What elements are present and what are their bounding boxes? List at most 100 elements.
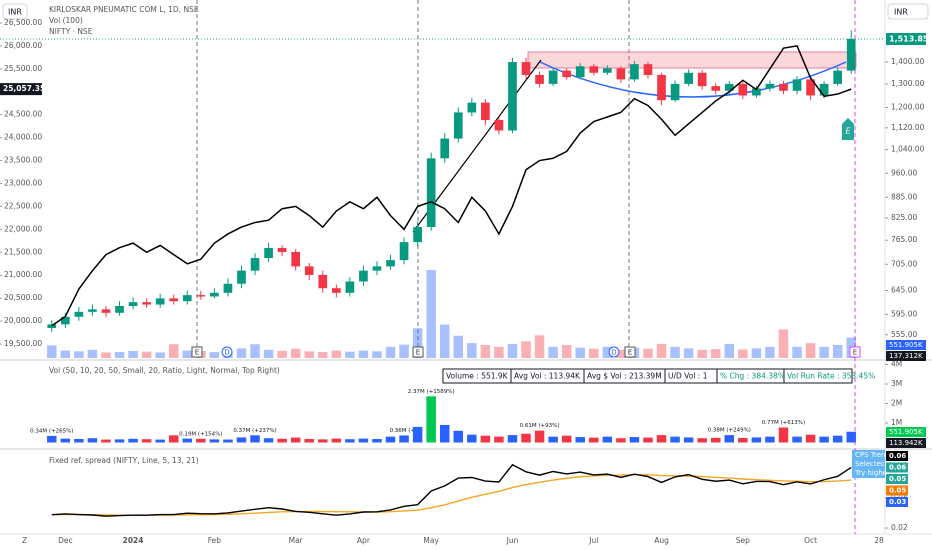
overlay-volume-bar — [114, 352, 125, 358]
y-tick-label: 25,500.00 — [4, 64, 42, 73]
spread-line — [51, 463, 852, 517]
event-lines — [196, 0, 630, 358]
overlay-volume-bar — [765, 346, 775, 358]
overlay-volume-bar — [819, 346, 829, 358]
currency-right[interactable]: INR — [894, 8, 908, 17]
volume-bar — [60, 438, 71, 443]
volume-bar — [629, 437, 640, 443]
y2-tick-label: 1,400.00 — [891, 57, 925, 66]
overlay-volume-bar — [751, 348, 762, 358]
volume-bar — [480, 435, 491, 443]
overlay-volume-bar — [778, 329, 789, 358]
volume-bar — [697, 438, 707, 443]
currency-left[interactable]: INR — [8, 8, 22, 17]
volume-bar — [345, 439, 355, 443]
volume-bar — [792, 436, 802, 443]
corner-icon[interactable]: Z — [22, 536, 27, 545]
volume-value-label: 0.38M (+249%) — [708, 428, 751, 434]
tooltip-line: Try highe — [854, 469, 887, 477]
overlay-volume-bar — [141, 351, 152, 358]
candle-body — [399, 242, 409, 261]
event-marker-label: E — [853, 349, 857, 357]
overlay-volume-bar — [453, 335, 464, 358]
y-tick-label: 0.02 — [891, 523, 908, 532]
overlay-volume-box — [886, 351, 926, 361]
volume-bar — [819, 436, 829, 443]
overlay-volume-bar — [331, 350, 342, 358]
overlay-volume-bar — [155, 352, 165, 358]
overlay-volume-bar — [643, 348, 653, 358]
last-value-box — [886, 497, 908, 507]
candle-body — [386, 260, 395, 267]
currency-button[interactable] — [2, 3, 28, 20]
candle-body — [453, 112, 463, 139]
x-tick-label: Apr — [357, 536, 371, 545]
currency-button[interactable] — [887, 3, 929, 20]
candle-body — [169, 298, 179, 302]
volume-bar — [114, 439, 125, 443]
volume-bar — [561, 435, 572, 443]
volume-value-label: 0.36M (+3 — [390, 428, 419, 434]
event-marker — [849, 346, 861, 358]
candle-body — [765, 83, 775, 89]
compare-label: 25,057.35 — [3, 84, 45, 93]
candle-body — [752, 88, 761, 96]
candle-body — [372, 266, 382, 271]
candle-body — [128, 302, 138, 306]
event-marker — [624, 346, 636, 358]
y-tick-label: 24,000.00 — [4, 133, 42, 142]
volume-bar — [141, 439, 152, 443]
candle-body — [630, 64, 639, 80]
volume-bar — [155, 439, 165, 443]
y2-tick-label: 555.00 — [891, 330, 917, 339]
y2-tick-label: 645.00 — [891, 286, 917, 295]
volume-bar — [453, 430, 464, 443]
candle-body — [562, 70, 572, 78]
overlay-volume-bar — [182, 350, 193, 358]
tooltip-line: CPS Tren — [855, 451, 886, 459]
candle-body — [724, 83, 734, 91]
y2-tick-label: 960.00 — [891, 168, 917, 177]
event-marker-label: E — [628, 349, 632, 357]
overlay-volume-bar — [575, 347, 585, 358]
overlay-volume-bar — [602, 346, 613, 358]
volume-bar — [710, 437, 721, 443]
volume-bar — [507, 435, 518, 443]
candle-body — [616, 68, 626, 80]
candle-body — [684, 72, 693, 84]
volume-bar — [128, 438, 138, 443]
y-tick-label: 2M — [891, 399, 902, 408]
spread-line — [51, 473, 852, 516]
event-marker-label: D — [224, 349, 229, 357]
candle-body — [738, 83, 748, 96]
candle-body — [277, 248, 287, 252]
candle-body — [589, 66, 599, 73]
volume-bar — [304, 438, 314, 443]
event-marker — [608, 346, 620, 358]
volume-bar — [467, 434, 477, 443]
candle-body — [359, 270, 368, 282]
volume-bar — [575, 437, 585, 443]
candle-body — [481, 102, 490, 121]
volume-value-label: 0.77M (+613%) — [762, 420, 805, 426]
volume-bar — [751, 437, 762, 443]
candle-body — [196, 295, 206, 297]
event-marker-label: E — [195, 349, 199, 357]
overlay-volume-bar — [480, 345, 491, 358]
volume-bar — [87, 438, 98, 443]
price-label: 1,513.85 — [889, 35, 929, 44]
earnings-flag-label[interactable]: E — [845, 127, 851, 136]
y-tick-label: 22,000.00 — [4, 224, 42, 233]
y-tick-label: 20,500.00 — [4, 293, 42, 302]
volume-bar — [846, 431, 856, 443]
y-tick-label: 3M — [891, 379, 902, 388]
volume-bar — [358, 438, 369, 443]
overlay-volume-bar — [412, 328, 423, 358]
overlay-volume-bar — [534, 335, 545, 358]
y2-tick-label: 705.00 — [891, 259, 917, 268]
stat-text: Avg $ Vol : 213.39M — [587, 372, 662, 381]
volume-bar — [805, 434, 816, 443]
volume-bar — [236, 437, 247, 443]
tooltip-line: Selectec — [855, 460, 885, 468]
earnings-flag[interactable] — [842, 118, 854, 140]
